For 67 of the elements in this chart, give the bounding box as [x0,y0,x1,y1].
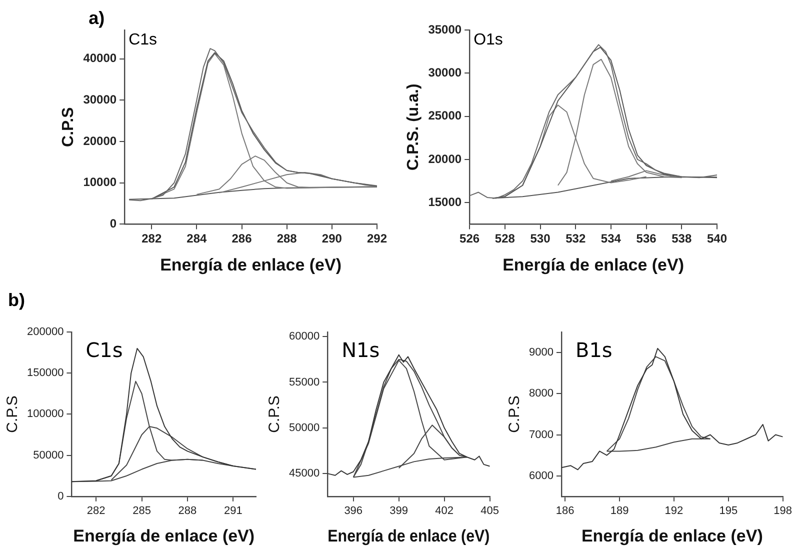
x-tick-label: 528 [494,232,516,246]
x-tick-label: 536 [636,232,657,246]
x-axis-title: Energía de enlace (eV) [328,526,490,546]
x-tick-label: 285 [132,505,151,518]
x-tick-label: 396 [344,505,363,518]
x-tick-label: 284 [186,232,208,246]
x-tick-label: 286 [232,232,252,246]
y-tick-label: 20000 [83,134,117,148]
x-axis-title: Energía de enlace (eV) [73,526,255,546]
y-tick-label: 50000 [33,449,64,462]
x-tick-label: 530 [530,232,551,246]
chart-title: B1s [575,338,612,362]
y-tick-label: 150000 [26,367,64,380]
chart-title: C1s [128,31,158,48]
x-tick-label: 534 [600,232,622,246]
y-tick-label: 50000 [288,422,320,434]
chart-title: O1s [474,31,503,48]
y-tick-label: 30000 [83,92,117,107]
y-tick-label: 10000 [83,175,117,190]
y-tick-label: 30000 [428,65,462,80]
y-axis-title: C.P.S [4,396,22,433]
y-axis-title: C.P.S [266,396,284,433]
x-axis-title: Energía de enlace (eV) [581,526,763,546]
x-tick-label: 538 [672,232,692,246]
y-tick-label: 0 [110,216,117,231]
x-tick-label: 282 [86,505,106,518]
x-tick-label: 192 [664,505,684,518]
y-tick-label: 40000 [83,51,117,66]
x-tick-label: 198 [774,505,792,518]
x-tick-label: 399 [390,505,408,518]
text: a) [88,8,105,28]
y-axis-title: C.P.S. (u.a.) [405,84,422,171]
x-tick-label: 282 [142,232,162,246]
chart-title: C1s [86,338,123,362]
x-tick-label: 189 [610,505,629,518]
x-tick-label: 288 [178,505,197,518]
x-tick-label: 532 [566,232,586,246]
y-tick-label: 15000 [428,194,462,209]
x-tick-label: 402 [435,505,454,518]
y-tick-label: 55000 [288,376,320,388]
x-tick-label: 292 [366,232,388,246]
y-axis-title: C.P.S [506,396,524,433]
y-tick-label: 7000 [528,428,554,441]
y-axis-title: C.P.S [60,106,78,147]
x-tick-label: 290 [322,232,342,246]
y-tick-label: 200000 [26,326,64,338]
y-tick-label: 35000 [428,22,462,36]
y-tick-label: 20000 [428,152,462,166]
x-tick-label: 195 [719,505,738,518]
x-axis-title: Energía de enlace (eV) [160,255,342,274]
y-tick-label: 100000 [26,408,64,420]
x-tick-label: 526 [460,232,480,246]
y-tick-label: 6000 [528,470,554,482]
y-tick-label: 8000 [528,388,554,400]
y-tick-label: 60000 [288,330,320,343]
y-tick-label: 0 [58,490,64,502]
y-tick-label: 9000 [528,346,554,359]
chart-title: N1s [342,338,380,362]
x-tick-label: 186 [556,505,574,518]
text: b) [8,290,25,310]
y-tick-label: 25000 [428,108,462,123]
x-tick-label: 291 [224,505,242,518]
x-tick-label: 540 [706,232,728,246]
x-tick-label: 405 [480,505,500,518]
x-tick-label: 288 [276,232,298,246]
x-axis-title: Energía de enlace (eV) [502,255,684,274]
y-tick-label: 45000 [288,468,320,480]
